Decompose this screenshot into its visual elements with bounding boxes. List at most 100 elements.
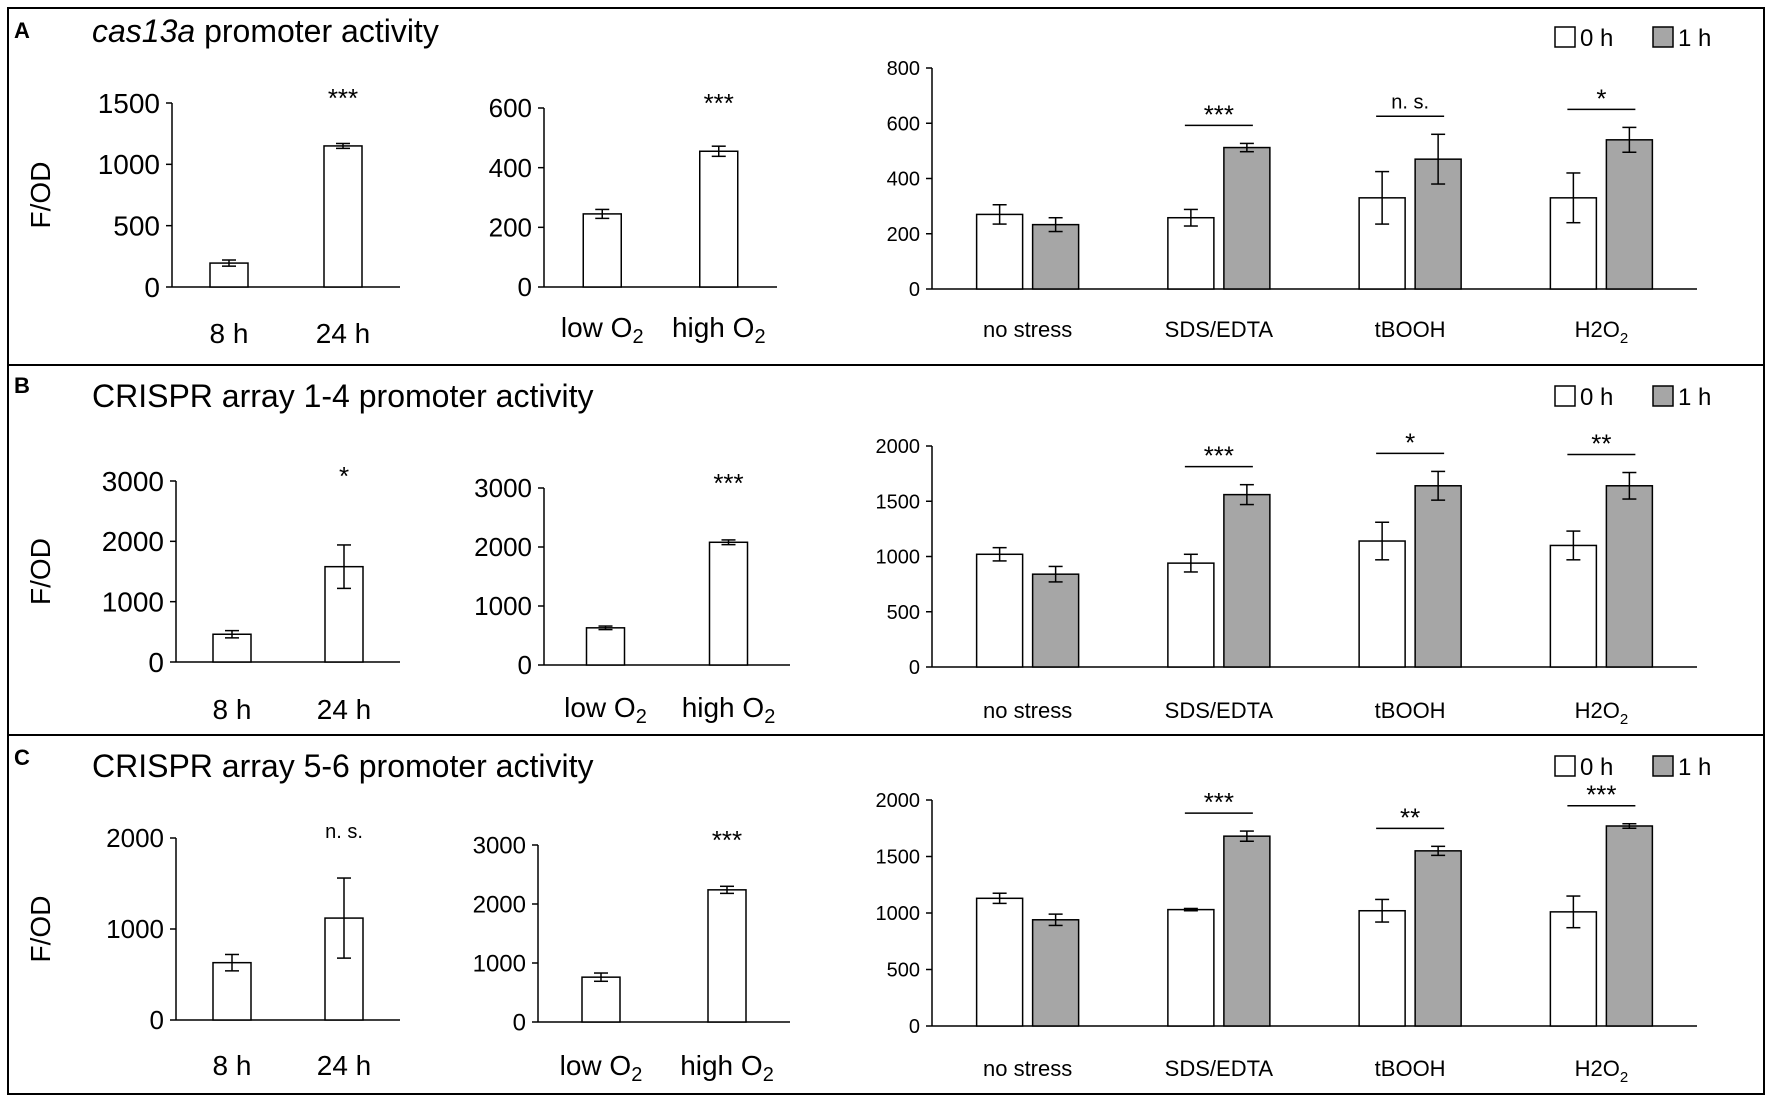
y-tick-label: 200 (887, 224, 920, 246)
significance-label: *** (1204, 787, 1234, 817)
y-tick-label: 1500 (876, 847, 921, 869)
x-tick-label: high O2 (680, 1050, 774, 1086)
y-tick-label: 600 (489, 93, 532, 123)
bar-1 (581, 976, 621, 1023)
y-tick-label: 400 (887, 169, 920, 191)
x-tick-label: 8 h (213, 1050, 252, 1081)
bar-1h-4 (1605, 139, 1654, 290)
y-tick-label: 0 (518, 650, 532, 680)
panel-c-title: CRISPR array 5-6 promoter activity (92, 748, 593, 784)
x-tick-label: 8 h (210, 318, 249, 349)
x-tick-label: SDS/EDTA (1165, 1056, 1274, 1081)
significance-label: n. s. (325, 821, 363, 843)
significance-label: * (1596, 83, 1606, 113)
legend-swatch-0h (1554, 385, 1576, 407)
bar-0h-4 (1549, 544, 1598, 668)
x-tick-label: no stress (983, 698, 1072, 723)
y-tick-label: 600 (887, 113, 920, 135)
y-tick-label: 0 (144, 272, 160, 303)
y-tick-label: 3000 (474, 473, 532, 503)
y-tick-label: 2000 (474, 532, 532, 562)
x-tick-label: 24 h (317, 694, 372, 725)
legend-swatch-0h (1554, 26, 1576, 48)
x-tick-label: tBOOH (1375, 698, 1446, 723)
bar-1h-4 (1605, 485, 1654, 668)
bar-2 (708, 541, 749, 666)
x-tick-label: 24 h (317, 1050, 372, 1081)
x-tick-label: no stress (983, 1056, 1072, 1081)
bar-1h-2 (1223, 493, 1271, 668)
x-tick-label: 24 h (316, 318, 371, 349)
significance-label: *** (713, 468, 743, 498)
y-tick-label: 0 (909, 657, 920, 679)
bar-0h-2 (1167, 908, 1215, 1027)
bar-0h-3 (1358, 909, 1406, 1027)
bar-0h-1 (975, 553, 1024, 668)
legend-label-1h: 1 h (1678, 754, 1711, 781)
legend-swatch-1h (1652, 26, 1674, 48)
legend-label-0h: 0 h (1580, 25, 1613, 52)
legend-label-1h: 1 h (1678, 384, 1711, 411)
y-tick-label: 3000 (473, 832, 526, 859)
chart-c-1: 0 1000 2000 F/OD 8 h 24 h n. s. (25, 821, 400, 1081)
y-tick-label: 0 (909, 1016, 920, 1038)
significance-label: *** (1204, 441, 1234, 471)
chart-a-2: 0 200 400 600 low O2 high O2 *** (489, 88, 777, 348)
panel-b-letter: B (14, 373, 30, 398)
significance-label: n. s. (1391, 91, 1429, 113)
y-tick-label: 1000 (102, 586, 164, 617)
y-tick-label: 0 (518, 272, 532, 302)
y-tick-label: 0 (513, 1009, 526, 1036)
bar-0h-1 (975, 213, 1024, 290)
y-tick-label: 400 (489, 153, 532, 183)
panel-a-title: cas13a promoter activity (92, 13, 439, 49)
bar-1h-4 (1605, 825, 1654, 1027)
bar-2 (707, 889, 747, 1023)
y-tick-label: 500 (887, 960, 920, 982)
x-tick-label: low O2 (564, 692, 647, 728)
y-tick-label: 1500 (876, 491, 921, 513)
bar-1 (582, 213, 622, 288)
y-tick-label: 1000 (473, 950, 526, 977)
bar-1h-2 (1223, 146, 1271, 290)
y-tick-label: 1000 (876, 903, 921, 925)
bar-2 (323, 145, 363, 288)
significance-label: ** (1400, 802, 1420, 832)
significance-label: *** (704, 88, 734, 118)
bar-1h-3 (1414, 850, 1462, 1027)
legend-label-0h: 0 h (1580, 754, 1613, 781)
x-tick-label: tBOOH (1375, 317, 1446, 342)
panel-a-letter: A (14, 18, 30, 43)
y-tick-label: 0 (148, 647, 164, 678)
significance-label: *** (1204, 99, 1234, 129)
chart-b-2: 0 1000 2000 3000 low O2 high O2 *** (474, 468, 790, 728)
y-tick-label: 0 (909, 279, 920, 301)
y-axis-label: F/OD (25, 162, 56, 229)
x-tick-label: 8 h (213, 694, 252, 725)
y-tick-label: 2000 (106, 823, 164, 853)
y-tick-label: 500 (887, 602, 920, 624)
legend-swatch-1h (1652, 755, 1674, 777)
significance-label: *** (712, 825, 742, 855)
x-tick-label: low O2 (561, 312, 644, 348)
legend-swatch-0h (1554, 755, 1576, 777)
x-tick-label: high O2 (682, 692, 776, 728)
bar-0h-1 (975, 897, 1024, 1027)
y-axis-label: F/OD (25, 538, 56, 605)
x-tick-label: SDS/EDTA (1165, 317, 1274, 342)
y-tick-label: 2000 (876, 790, 921, 812)
chart-a-1: 0 500 1000 1500 F/OD 8 h 24 h *** (25, 83, 400, 349)
legend-label-1h: 1 h (1678, 25, 1711, 52)
bar-2 (699, 150, 739, 288)
chart-c-2: 0 1000 2000 3000 low O2 high O2 *** (473, 825, 790, 1086)
legend-swatch-1h (1652, 385, 1674, 407)
panel-c-letter: C (14, 745, 30, 770)
x-tick-label: no stress (983, 317, 1072, 342)
bar-1h-2 (1223, 835, 1271, 1027)
y-tick-label: 1000 (98, 149, 160, 180)
y-tick-label: 1500 (98, 88, 160, 119)
y-axis-label: F/OD (25, 896, 56, 963)
bar-0h-3 (1358, 540, 1406, 668)
